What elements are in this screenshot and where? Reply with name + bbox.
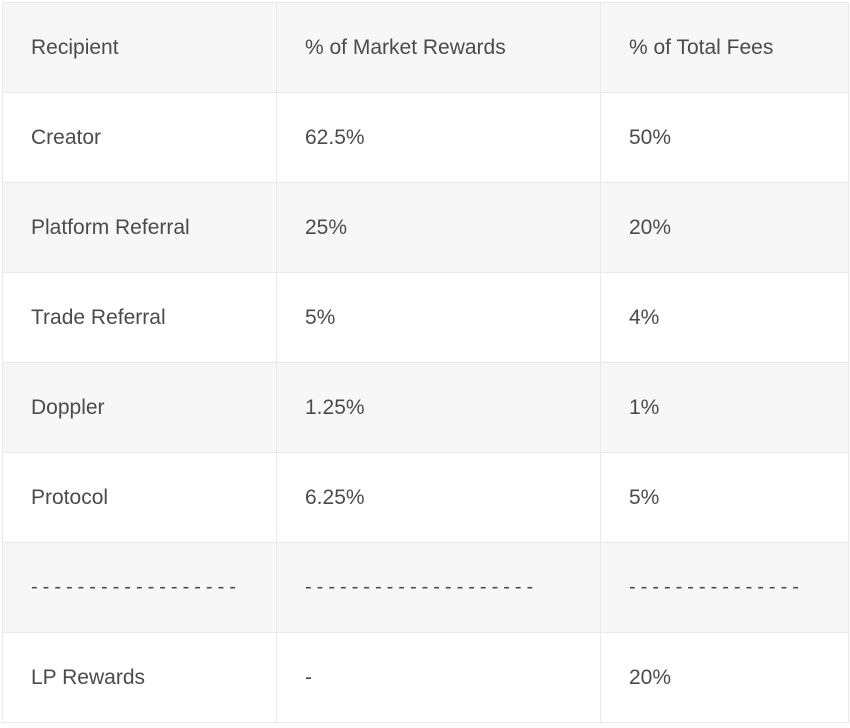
cell-market-rewards: 1.25% xyxy=(276,362,601,453)
cell-total-fees: 5% xyxy=(600,452,849,543)
table-row-platform-referral: Platform Referral 25% 20% xyxy=(2,182,849,273)
cell-total-fees: 20% xyxy=(600,182,849,273)
column-header-recipient: Recipient xyxy=(2,2,277,93)
table-header: Recipient % of Market Rewards % of Total… xyxy=(2,2,849,93)
table-row-lp-rewards: LP Rewards - 20% xyxy=(2,632,849,723)
cell-market-rewards: 5% xyxy=(276,272,601,363)
header-row: Recipient % of Market Rewards % of Total… xyxy=(2,2,849,93)
cell-total-fees: 50% xyxy=(600,92,849,183)
column-header-market-rewards: % of Market Rewards xyxy=(276,2,601,93)
cell-total-fees: 4% xyxy=(600,272,849,363)
cell-recipient: Trade Referral xyxy=(2,272,277,363)
cell-recipient: Doppler xyxy=(2,362,277,453)
cell-separator-dashes: --------------- xyxy=(600,542,849,633)
cell-market-rewards: 6.25% xyxy=(276,452,601,543)
table-row-separator: ------------------ -------------------- … xyxy=(2,542,849,633)
column-header-total-fees: % of Total Fees xyxy=(600,2,849,93)
cell-recipient: Protocol xyxy=(2,452,277,543)
table-row-trade-referral: Trade Referral 5% 4% xyxy=(2,272,849,363)
cell-recipient: Platform Referral xyxy=(2,182,277,273)
cell-recipient: LP Rewards xyxy=(2,632,277,723)
table-row-protocol: Protocol 6.25% 5% xyxy=(2,452,849,543)
cell-separator-dashes: -------------------- xyxy=(276,542,601,633)
table-row-doppler: Doppler 1.25% 1% xyxy=(2,362,849,453)
table-body: Creator 62.5% 50% Platform Referral 25% … xyxy=(2,92,849,723)
cell-market-rewards: 62.5% xyxy=(276,92,601,183)
cell-total-fees: 20% xyxy=(600,632,849,723)
cell-recipient: Creator xyxy=(2,92,277,183)
cell-separator-dashes: ------------------ xyxy=(2,542,277,633)
cell-market-rewards: - xyxy=(276,632,601,723)
cell-market-rewards: 25% xyxy=(276,182,601,273)
cell-total-fees: 1% xyxy=(600,362,849,453)
table-row-creator: Creator 62.5% 50% xyxy=(2,92,849,183)
